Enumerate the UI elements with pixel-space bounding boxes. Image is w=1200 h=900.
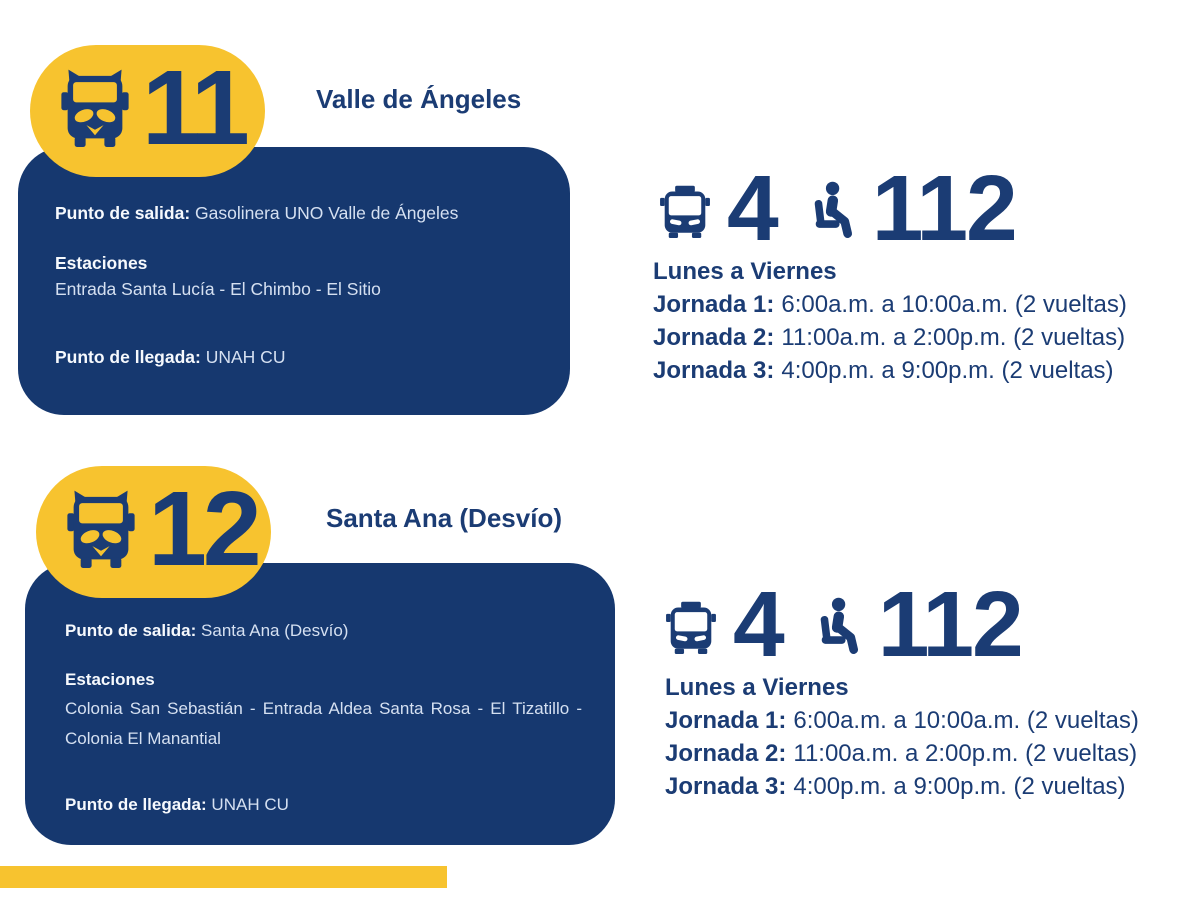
arrival-line: Punto de llegada: UNAH CU <box>55 346 540 369</box>
passenger-seat-icon <box>803 167 861 255</box>
schedule-days: Lunes a Viernes <box>653 258 837 285</box>
arrival-value: UNAH CU <box>205 347 286 368</box>
jornada-label: Jornada 1: <box>653 291 775 318</box>
jornada-line: Jornada 3: 4:00p.m. a 9:00p.m. (2 vueltas… <box>653 354 1127 387</box>
jornada-time: 11:00a.m. a 2:00p.m. (2 vueltas) <box>781 324 1126 351</box>
arrival-value: UNAH CU <box>211 795 289 815</box>
jornada-time: 6:00a.m. a 10:00a.m. (2 vueltas) <box>793 707 1139 734</box>
bus-count-icon <box>666 601 716 654</box>
departure-label: Punto de salida: <box>55 203 191 223</box>
departure-value: Gasolinera UNO Valle de Ángeles <box>195 203 459 223</box>
departure-line: Punto de salida: Gasolinera UNO Valle de… <box>55 202 540 225</box>
arrival-label: Punto de llegada: <box>55 347 201 368</box>
jornada-label: Jornada 2: <box>665 740 787 767</box>
capacity-stats: 4 112 <box>662 572 1024 676</box>
bus-count: 4 <box>733 572 785 676</box>
departure-value: Santa Ana (Desvío) <box>201 621 349 640</box>
jornada-time: 4:00p.m. a 9:00p.m. (2 vueltas) <box>781 357 1114 384</box>
jornada-line: Jornada 1: 6:00a.m. a 10:00a.m. (2 vuelta… <box>665 704 1139 737</box>
jornada-label: Jornada 1: <box>665 707 787 734</box>
schedule-days: Lunes a Viernes <box>665 674 849 701</box>
jornada-time: 11:00a.m. a 2:00p.m. (2 vueltas) <box>793 740 1138 767</box>
route-number: 12 <box>148 470 262 588</box>
bus-count: 4 <box>727 156 779 260</box>
departure-line: Punto de salida: Santa Ana (Desvío) <box>65 620 582 642</box>
arrival-line: Punto de llegada: UNAH CU <box>65 794 582 816</box>
jornada-label: Jornada 3: <box>665 773 787 800</box>
route-title: Valle de Ángeles <box>316 84 522 114</box>
stations-value: Colonia San Sebastián - Entrada Aldea Sa… <box>65 699 582 749</box>
route-info-card: Punto de salida: Gasolinera UNO Valle de… <box>18 147 570 415</box>
capacity-stats: 4 112 <box>656 156 1018 260</box>
schedule: Lunes a Viernes Jornada 1: 6:00a.m. a 10:… <box>653 255 1127 387</box>
route-info-card: Punto de salida: Santa Ana (Desvío) Esta… <box>25 563 615 845</box>
departure-label: Punto de salida: <box>65 621 197 640</box>
jornada-line: Jornada 2: 11:00a.m. a 2:00p.m. (2 vuelta… <box>653 321 1127 354</box>
passenger-seat-icon <box>809 583 867 671</box>
bus-front-icon <box>61 69 129 147</box>
jornada-line: Jornada 3: 4:00p.m. a 9:00p.m. (2 vueltas… <box>665 770 1139 803</box>
bus-front-icon <box>67 490 135 568</box>
stations-value: Entrada Santa Lucía - El Chimbo - El Sit… <box>55 278 381 299</box>
route-number-badge: 12 <box>36 466 271 598</box>
stations-label: Estaciones <box>55 252 148 273</box>
jornada-label: Jornada 3: <box>653 357 775 384</box>
jornada-line: Jornada 2: 11:00a.m. a 2:00p.m. (2 vuelta… <box>665 737 1139 770</box>
arrival-label: Punto de llegada: <box>65 795 207 815</box>
bus-count-icon <box>660 185 710 238</box>
stations-label: Estaciones <box>65 670 155 690</box>
seat-count: 112 <box>871 156 1018 260</box>
route-number: 11 <box>142 49 250 167</box>
decorative-yellow-bar <box>0 866 447 888</box>
jornada-line: Jornada 1: 6:00a.m. a 10:00a.m. (2 vuelta… <box>653 288 1127 321</box>
seat-count: 112 <box>877 572 1024 676</box>
jornada-label: Jornada 2: <box>653 324 775 351</box>
schedule: Lunes a Viernes Jornada 1: 6:00a.m. a 10:… <box>665 671 1139 803</box>
route-title: Santa Ana (Desvío) <box>326 503 562 533</box>
jornada-time: 4:00p.m. a 9:00p.m. (2 vueltas) <box>793 773 1126 800</box>
jornada-time: 6:00a.m. a 10:00a.m. (2 vueltas) <box>781 291 1127 318</box>
route-number-badge: 11 <box>30 45 265 177</box>
